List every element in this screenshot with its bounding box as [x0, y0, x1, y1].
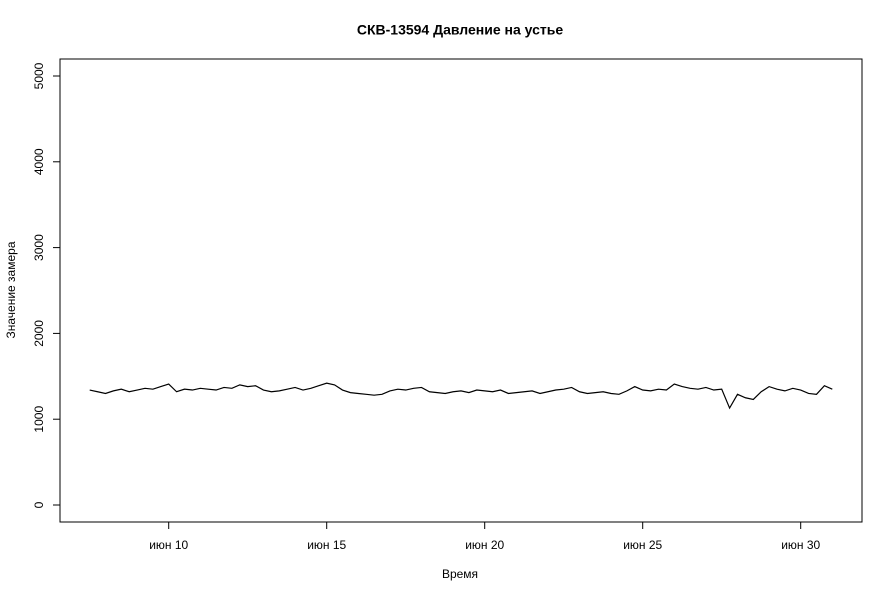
x-tick-label: июн 10 — [149, 538, 188, 552]
y-tick-label: 0 — [32, 501, 46, 508]
y-tick-label: 5000 — [32, 62, 46, 89]
x-tick-label: июн 20 — [465, 538, 504, 552]
x-axis-label: Время — [442, 567, 478, 581]
y-tick-label: 2000 — [32, 320, 46, 347]
y-tick-label: 3000 — [32, 234, 46, 261]
data-line — [89, 382, 833, 410]
chart-title: СКВ-13594 Давление на устье — [357, 22, 563, 38]
x-tick-label: июн 30 — [781, 538, 820, 552]
y-axis-label: Значение замера — [4, 241, 18, 338]
x-tick-label: июн 15 — [307, 538, 346, 552]
y-tick-label: 1000 — [32, 406, 46, 433]
x-tick-label: июн 25 — [623, 538, 662, 552]
plot-frame — [59, 58, 863, 523]
y-tick-label: 4000 — [32, 148, 46, 175]
